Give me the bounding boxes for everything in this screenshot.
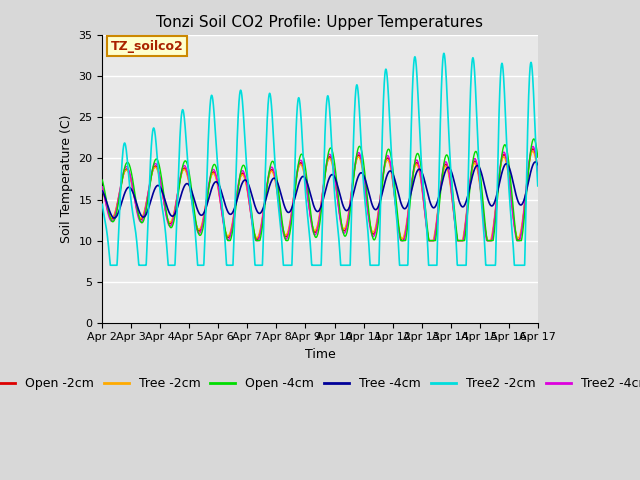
- X-axis label: Time: Time: [305, 348, 335, 361]
- Text: TZ_soilco2: TZ_soilco2: [111, 40, 184, 53]
- Title: Tonzi Soil CO2 Profile: Upper Temperatures: Tonzi Soil CO2 Profile: Upper Temperatur…: [157, 15, 483, 30]
- Y-axis label: Soil Temperature (C): Soil Temperature (C): [60, 115, 73, 243]
- Legend: Open -2cm, Tree -2cm, Open -4cm, Tree -4cm, Tree2 -2cm, Tree2 -4cm: Open -2cm, Tree -2cm, Open -4cm, Tree -4…: [0, 372, 640, 395]
